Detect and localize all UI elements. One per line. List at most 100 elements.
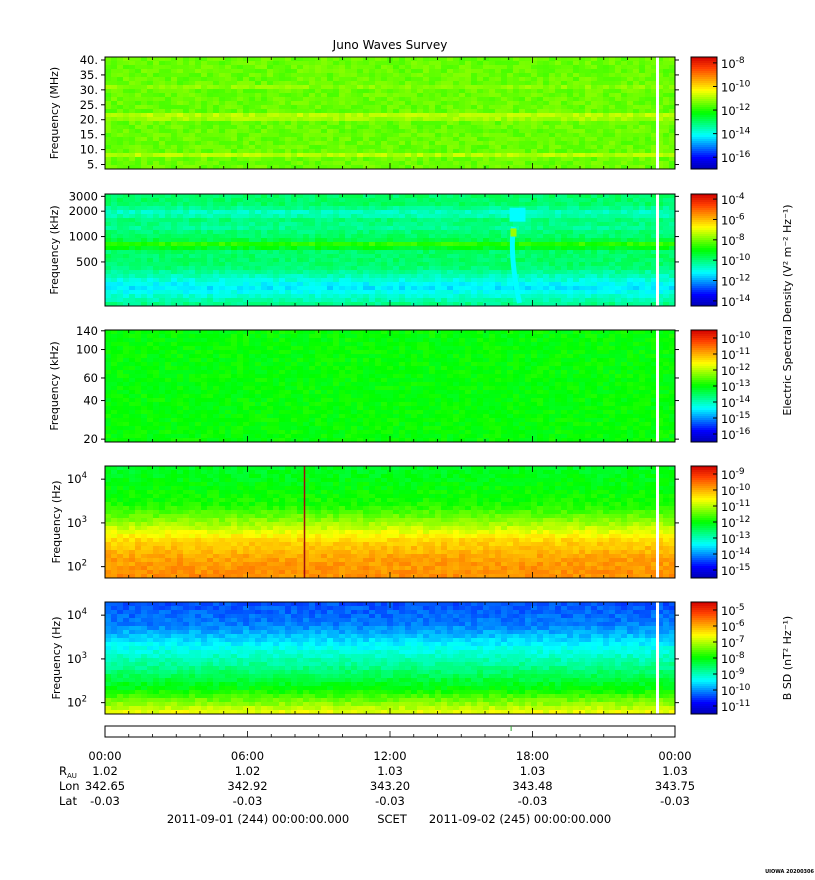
spectrogram-cell [183,109,190,114]
spectrogram-cell [111,242,118,247]
spectrogram-cell [339,69,346,74]
spectrogram-cell [249,258,256,263]
spectrogram-cell [135,202,142,207]
spectrogram-cell [435,161,442,166]
spectrogram-cell [441,57,448,62]
spectrogram-cell [327,194,334,199]
spectrogram-cell [123,218,130,223]
spectrogram-cell [249,57,256,62]
spectrogram-cell [639,274,646,279]
colorbar-segment [691,69,717,72]
spectrogram-cell [615,57,622,62]
spectrogram-cell [591,57,598,62]
spectrogram-cell [531,198,538,203]
spectrogram-cell [255,218,262,223]
spectrogram-cell [471,89,478,94]
spectrogram-cell [315,153,322,158]
spectrogram-cell [375,194,382,199]
spectrogram-cell [639,93,646,98]
spectrogram-cell [363,222,370,227]
spectrogram-cell [507,121,514,126]
spectrogram-cell [171,206,178,211]
spectrogram-cell [477,214,484,219]
spectrogram-cell [273,165,280,170]
spectrogram-cell [111,141,118,146]
spectrogram-cell [213,210,220,215]
spectrogram-cell [201,206,208,211]
spectrogram-cell [141,242,148,247]
colorbar-segment [691,115,717,118]
spectrogram-cell [375,145,382,150]
spectrogram-cell [627,85,634,90]
spectrogram-cell [165,117,172,122]
spectrogram-cell [375,214,382,219]
spectrogram-cell [465,218,472,223]
spectrogram-cell [393,117,400,122]
spectrogram-cell [453,153,460,158]
spectrogram-cell [501,210,508,215]
spectrogram-cell [549,105,556,110]
spectrogram-cell [435,282,442,287]
spectrogram-cell [231,194,238,199]
spectrogram-cell [597,222,604,227]
spectrogram-cell [177,105,184,110]
spectrogram-cell [171,101,178,106]
spectrogram-cell [459,230,466,235]
spectrogram-cell [363,226,370,231]
spectrogram-cell [111,254,118,259]
spectrogram-cell [495,250,502,255]
spectrogram-cell [243,73,250,78]
spectrogram-cell [117,117,124,122]
spectrogram-cell [459,61,466,66]
spectrogram-cell [195,258,202,263]
spectrogram-cell [357,69,364,74]
spectrogram-cell [189,141,196,146]
spectrogram-cell [405,101,412,106]
spectrogram-cell [195,65,202,70]
spectrogram-cell [669,242,676,247]
spectrogram-cell [195,230,202,235]
spectrogram-cell [609,202,616,207]
spectrogram-cell [381,81,388,86]
spectrogram-cell [375,97,382,102]
spectrogram-cell [507,69,514,74]
spectrogram-cell [411,206,418,211]
spectrogram-cell [159,222,166,227]
spectrogram-cell [609,97,616,102]
spectrogram-cell [579,165,586,170]
spectrogram-cell [117,202,124,207]
spectrogram-cell [147,262,154,267]
spectrogram-cell [555,194,562,199]
spectrogram-cell [225,141,232,146]
spectrogram-cell [603,210,610,215]
spectrogram-cell [219,254,226,259]
spectrogram-cell [597,129,604,134]
spectrogram-cell [213,246,220,251]
spectrogram-cell [423,89,430,94]
spectrogram-cell [141,161,148,166]
spectrogram-cell [465,77,472,82]
spectrogram-cell [261,69,268,74]
spectrogram-cell [531,222,538,227]
spectrogram-cell [429,270,436,275]
spectrogram-cell [669,262,676,267]
spectrogram-cell [489,149,496,154]
spectrogram-cell [567,137,574,142]
spectrogram-cell [339,262,346,267]
spectrogram-cell [387,113,394,118]
spectrogram-cell [465,270,472,275]
spectrogram-cell [177,153,184,158]
spectrogram-cell [291,262,298,267]
spectrogram-cell [549,129,556,134]
spectrogram-cell [327,270,334,275]
spectrogram-cell [321,133,328,138]
spectrogram-cell [573,274,580,279]
spectrogram-cell [603,97,610,102]
spectrogram-cell [135,85,142,90]
spectrogram-cell [213,230,220,235]
spectrogram-cell [501,157,508,162]
spectrogram-cell [285,262,292,267]
spectrogram-cell [387,282,394,287]
spectrogram-cell [597,226,604,231]
spectrogram-cell [339,117,346,122]
